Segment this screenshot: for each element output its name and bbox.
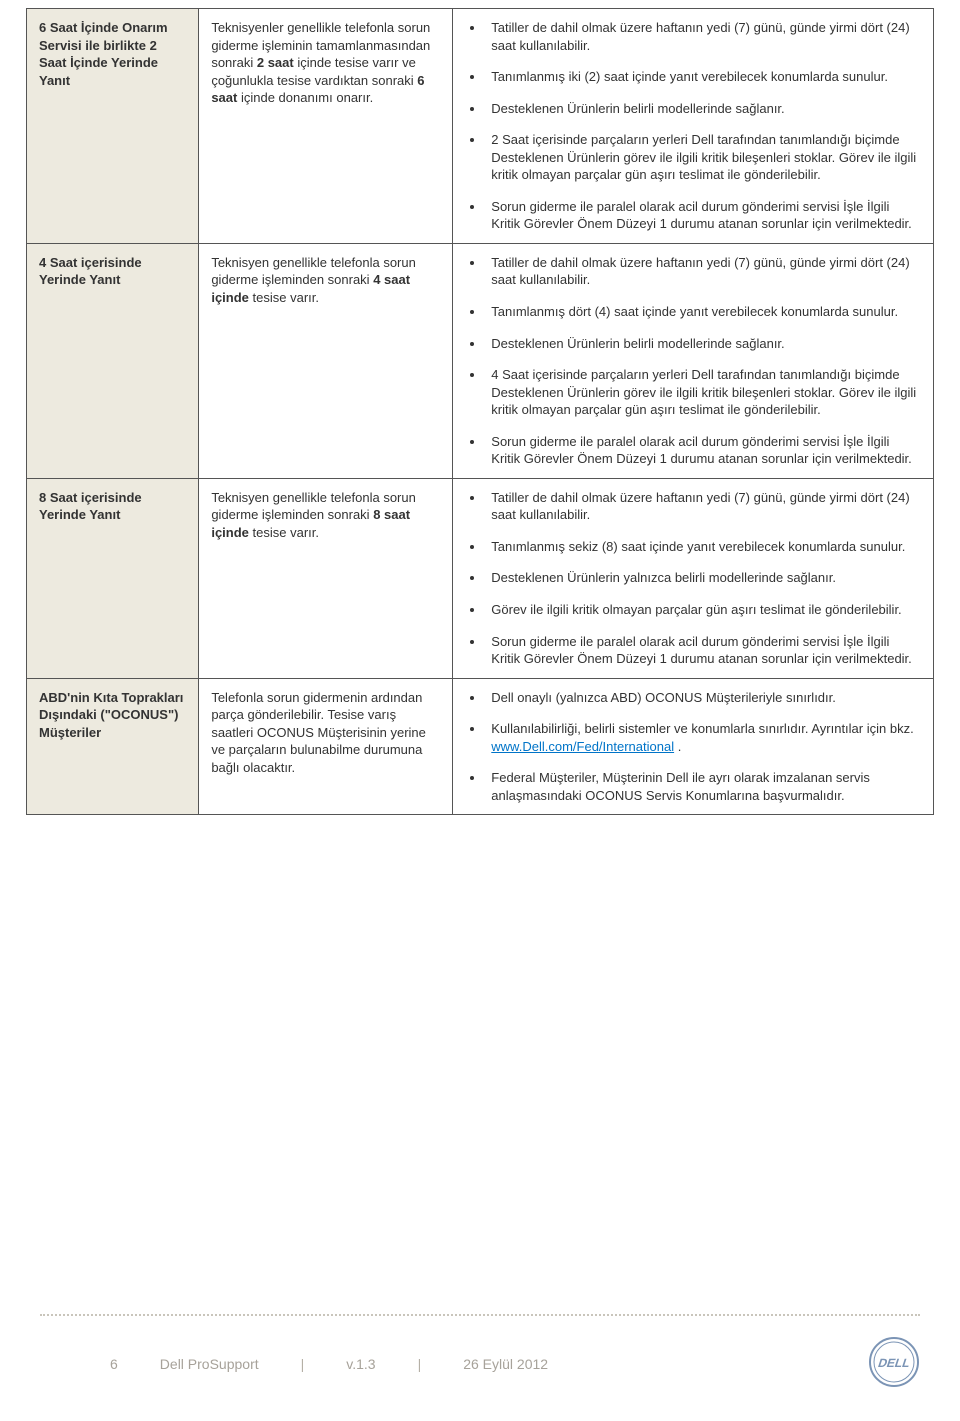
footer-separator-2: | bbox=[418, 1356, 422, 1372]
list-item: Kullanılabilirliği, belirli sistemler ve… bbox=[485, 720, 921, 755]
list-item: Desteklenen Ürünlerin belirli modellerin… bbox=[485, 335, 921, 353]
table-row: ABD'nin Kıta Toprakları Dışındaki ("OCON… bbox=[27, 678, 934, 815]
service-levels-table: 6 Saat İçinde Onarım Servisi ile birlikt… bbox=[26, 8, 934, 815]
list-item: Tanımlanmış iki (2) saat içinde yanıt ve… bbox=[485, 68, 921, 86]
service-level-label: 4 Saat içerisinde Yerinde Yanıt bbox=[27, 243, 199, 478]
service-level-details: Tatiller de dahil olmak üzere haftanın y… bbox=[453, 243, 934, 478]
dell-logo: DELL bbox=[868, 1336, 920, 1391]
doc-version: v.1.3 bbox=[346, 1356, 375, 1372]
list-item: Sorun giderme ile paralel olarak acil du… bbox=[485, 633, 921, 668]
service-level-description: Teknisyen genellikle telefonla sorun gid… bbox=[199, 478, 453, 678]
list-item: Tatiller de dahil olmak üzere haftanın y… bbox=[485, 489, 921, 524]
service-level-details: Tatiller de dahil olmak üzere haftanın y… bbox=[453, 9, 934, 244]
list-item: Dell onaylı (yalnızca ABD) OCONUS Müşter… bbox=[485, 689, 921, 707]
details-list: Dell onaylı (yalnızca ABD) OCONUS Müşter… bbox=[465, 689, 921, 805]
service-level-label: ABD'nin Kıta Toprakları Dışındaki ("OCON… bbox=[27, 678, 199, 815]
list-item: Tatiller de dahil olmak üzere haftanın y… bbox=[485, 254, 921, 289]
list-item: Tanımlanmış sekiz (8) saat içinde yanıt … bbox=[485, 538, 921, 556]
service-level-description: Teknisyenler genellikle telefonla sorun … bbox=[199, 9, 453, 244]
list-item: Tatiller de dahil olmak üzere haftanın y… bbox=[485, 19, 921, 54]
service-level-description: Teknisyen genellikle telefonla sorun gid… bbox=[199, 243, 453, 478]
details-list: Tatiller de dahil olmak üzere haftanın y… bbox=[465, 254, 921, 468]
list-item: Desteklenen Ürünlerin yalnızca belirli m… bbox=[485, 569, 921, 587]
list-item: Görev ile ilgili kritik olmayan parçalar… bbox=[485, 601, 921, 619]
list-item: Tanımlanmış dört (4) saat içinde yanıt v… bbox=[485, 303, 921, 321]
list-item: Sorun giderme ile paralel olarak acil du… bbox=[485, 198, 921, 233]
list-item: 2 Saat içerisinde parçaların yerleri Del… bbox=[485, 131, 921, 184]
footer-separator-1: | bbox=[301, 1356, 305, 1372]
table-row: 4 Saat içerisinde Yerinde YanıtTeknisyen… bbox=[27, 243, 934, 478]
page-number: 6 bbox=[110, 1356, 118, 1372]
page-footer: 6 Dell ProSupport | v.1.3 | 26 Eylül 201… bbox=[0, 1336, 960, 1391]
list-item: Sorun giderme ile paralel olarak acil du… bbox=[485, 433, 921, 468]
list-item: Federal Müşteriler, Müşterinin Dell ile … bbox=[485, 769, 921, 804]
list-item: 4 Saat içerisinde parçaların yerleri Del… bbox=[485, 366, 921, 419]
list-item: Desteklenen Ürünlerin belirli modellerin… bbox=[485, 100, 921, 118]
table-row: 6 Saat İçinde Onarım Servisi ile birlikt… bbox=[27, 9, 934, 244]
doc-title: Dell ProSupport bbox=[160, 1356, 259, 1372]
service-level-label: 8 Saat içerisinde Yerinde Yanıt bbox=[27, 478, 199, 678]
service-level-details: Tatiller de dahil olmak üzere haftanın y… bbox=[453, 478, 934, 678]
details-list: Tatiller de dahil olmak üzere haftanın y… bbox=[465, 19, 921, 233]
details-list: Tatiller de dahil olmak üzere haftanın y… bbox=[465, 489, 921, 668]
doc-date: 26 Eylül 2012 bbox=[463, 1356, 548, 1372]
service-level-details: Dell onaylı (yalnızca ABD) OCONUS Müşter… bbox=[453, 678, 934, 815]
service-level-label: 6 Saat İçinde Onarım Servisi ile birlikt… bbox=[27, 9, 199, 244]
table-row: 8 Saat içerisinde Yerinde YanıtTeknisyen… bbox=[27, 478, 934, 678]
service-level-description: Telefonla sorun gidermenin ardından parç… bbox=[199, 678, 453, 815]
svg-text:DELL: DELL bbox=[876, 1356, 912, 1370]
dell-fed-intl-link[interactable]: www.Dell.com/Fed/International bbox=[491, 739, 674, 754]
